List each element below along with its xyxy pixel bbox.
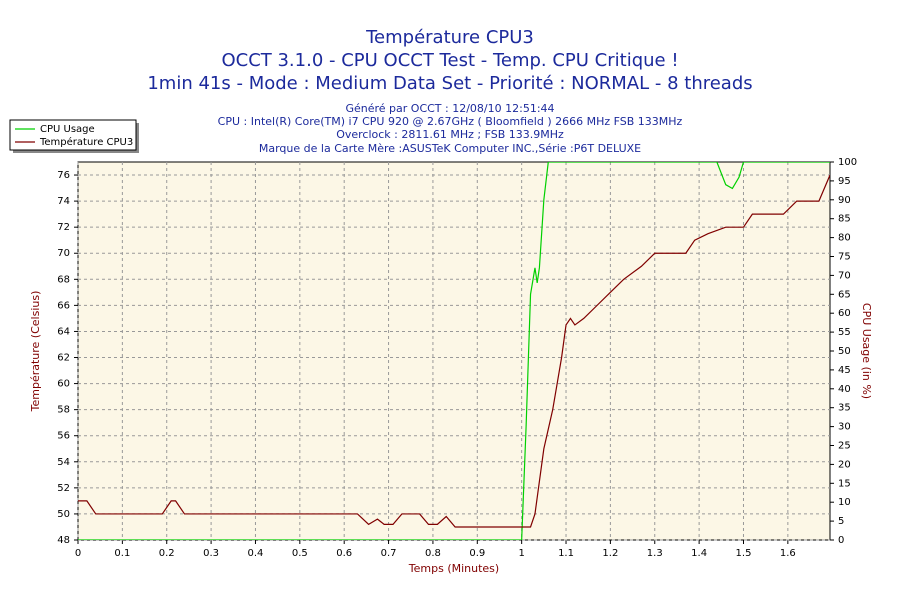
- y-tick-label: 64: [57, 326, 70, 337]
- y2-tick-label: 5: [838, 516, 844, 527]
- x-tick-label: 0: [75, 548, 81, 559]
- plot-lines: [78, 162, 830, 540]
- y-tick-label: 60: [57, 379, 70, 390]
- info-line: Overclock : 2811.61 MHz ; FSB 133.9MHz: [336, 128, 564, 141]
- x-tick-label: 1.2: [602, 548, 618, 559]
- legend-label: Température CPU3: [39, 136, 133, 148]
- y2-tick-label: 85: [838, 214, 851, 225]
- y-tick-label: 72: [57, 222, 70, 233]
- y-tick-label: 68: [57, 274, 70, 285]
- y-tick-label: 70: [57, 248, 70, 259]
- info-line: CPU : Intel(R) Core(TM) i7 CPU 920 @ 2.6…: [218, 115, 683, 128]
- y2-tick-label: 100: [838, 157, 857, 168]
- y-tick-label: 50: [57, 509, 70, 520]
- y2-tick-label: 40: [838, 384, 851, 395]
- x-tick-label: 1.6: [780, 548, 796, 559]
- y-tick-label: 74: [57, 196, 70, 207]
- series-line: [78, 174, 830, 528]
- y2-tick-label: 0: [838, 535, 844, 546]
- plot-area: [77, 161, 831, 541]
- x-tick-label: 1.5: [736, 548, 752, 559]
- y-tick-label: 76: [57, 170, 70, 181]
- y2-axis-label: CPU Usage (in %): [860, 303, 873, 399]
- y2-tick-label: 55: [838, 327, 851, 338]
- y2-tick-label: 60: [838, 308, 851, 319]
- y-tick-label: 56: [57, 431, 70, 442]
- y2-tick-label: 70: [838, 270, 851, 281]
- x-tick-label: 0.6: [336, 548, 352, 559]
- y2-tick-label: 35: [838, 403, 851, 414]
- x-tick-label: 0.3: [203, 548, 219, 559]
- series-line: [78, 162, 830, 540]
- y2-tick-label: 45: [838, 365, 851, 376]
- x-axis-label: Temps (Minutes): [408, 562, 499, 575]
- legend: [9, 119, 137, 151]
- y-tick-label: 58: [57, 405, 70, 416]
- chart-subtitle: OCCT 3.1.0 - CPU OCCT Test - Temp. CPU C…: [221, 50, 678, 71]
- y-tick-label: 62: [57, 353, 70, 364]
- y2-tick-label: 25: [838, 441, 851, 452]
- y2-tick-label: 90: [838, 195, 851, 206]
- y2-tick-label: 80: [838, 233, 851, 244]
- y2-tick-label: 95: [838, 176, 851, 187]
- x-tick-label: 0.1: [114, 548, 130, 559]
- y-tick-label: 52: [57, 483, 70, 494]
- chart-subtitle: 1min 41s - Mode : Medium Data Set - Prio…: [147, 73, 752, 94]
- y2-tick-label: 50: [838, 346, 851, 357]
- y2-tick-label: 10: [838, 497, 851, 508]
- x-tick-label: 1.4: [691, 548, 707, 559]
- info-line: Généré par OCCT : 12/08/10 12:51:44: [345, 102, 554, 115]
- x-tick-label: 0.8: [425, 548, 441, 559]
- y2-tick-label: 20: [838, 459, 851, 470]
- y2-tick-label: 75: [838, 252, 851, 263]
- x-tick-label: 1.1: [558, 548, 574, 559]
- y2-tick-label: 15: [838, 478, 851, 489]
- chart-title: Température CPU3: [365, 27, 534, 48]
- y-tick-label: 54: [57, 457, 70, 468]
- x-tick-label: 0.9: [469, 548, 485, 559]
- x-tick-label: 0.4: [248, 548, 264, 559]
- y-tick-label: 66: [57, 300, 70, 311]
- x-tick-label: 1.3: [647, 548, 663, 559]
- y-axis-label: Température (Celsius): [29, 291, 42, 413]
- x-tick-label: 0.7: [381, 548, 397, 559]
- x-tick-label: 0.5: [292, 548, 308, 559]
- x-tick-label: 0.2: [159, 548, 175, 559]
- y2-tick-label: 30: [838, 422, 851, 433]
- info-line: Marque de la Carte Mère :ASUSTeK Compute…: [259, 142, 641, 155]
- x-tick-label: 1: [518, 548, 524, 559]
- y2-tick-label: 65: [838, 289, 851, 300]
- y-tick-label: 48: [57, 535, 70, 546]
- legend-label: CPU Usage: [40, 124, 95, 135]
